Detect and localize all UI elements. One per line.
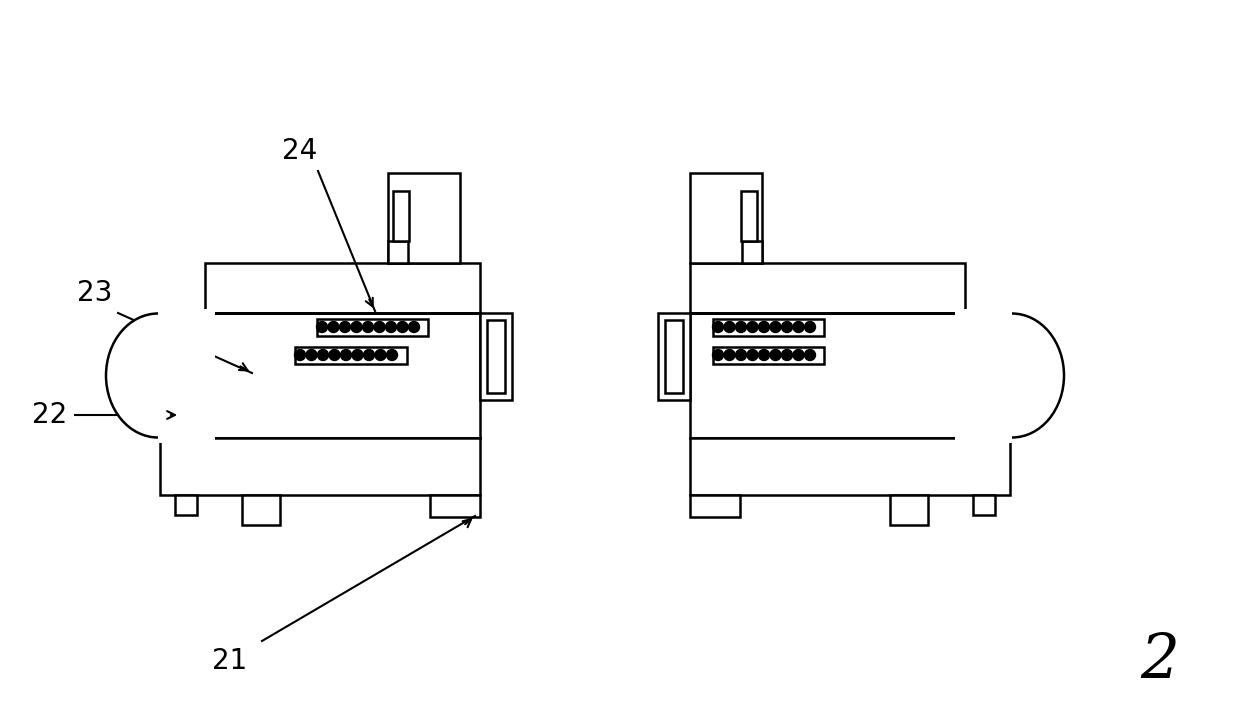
Circle shape: [351, 322, 362, 333]
Bar: [205, 263, 480, 313]
Circle shape: [724, 349, 735, 361]
Circle shape: [770, 349, 781, 361]
Circle shape: [306, 349, 317, 361]
Bar: [742, 241, 763, 263]
Circle shape: [316, 322, 327, 333]
Circle shape: [397, 322, 408, 333]
Circle shape: [735, 349, 746, 361]
Ellipse shape: [960, 314, 1064, 437]
Bar: [689, 263, 965, 313]
Bar: [713, 346, 825, 364]
Circle shape: [363, 349, 374, 361]
Circle shape: [770, 322, 781, 333]
Bar: [160, 313, 480, 438]
Circle shape: [329, 349, 340, 361]
Bar: [890, 495, 928, 525]
Circle shape: [805, 349, 816, 361]
Circle shape: [781, 349, 792, 361]
Circle shape: [362, 322, 373, 333]
Bar: [175, 495, 197, 515]
Circle shape: [387, 349, 398, 361]
Ellipse shape: [105, 314, 210, 437]
Bar: [487, 320, 505, 393]
Text: 2: 2: [1141, 631, 1179, 691]
Text: 22: 22: [32, 401, 68, 429]
Bar: [295, 346, 407, 364]
Bar: [430, 495, 480, 517]
Bar: [689, 313, 1011, 438]
Bar: [689, 438, 1011, 495]
Bar: [713, 319, 825, 335]
Circle shape: [713, 322, 723, 333]
Circle shape: [759, 349, 770, 361]
Bar: [160, 438, 480, 495]
Circle shape: [386, 322, 397, 333]
Text: 23: 23: [77, 279, 113, 307]
Text: 24: 24: [283, 137, 317, 165]
Circle shape: [352, 349, 363, 361]
Circle shape: [746, 322, 758, 333]
Bar: [393, 191, 409, 241]
Circle shape: [317, 349, 329, 361]
Text: 21: 21: [212, 647, 248, 675]
Bar: [242, 495, 280, 525]
Circle shape: [341, 349, 351, 361]
Bar: [742, 191, 756, 241]
Bar: [689, 173, 763, 263]
Circle shape: [408, 322, 419, 333]
Bar: [388, 173, 460, 263]
Circle shape: [295, 349, 305, 361]
Circle shape: [759, 322, 770, 333]
Bar: [157, 309, 215, 442]
Bar: [317, 319, 429, 335]
Circle shape: [805, 322, 816, 333]
Circle shape: [746, 349, 758, 361]
Circle shape: [374, 322, 384, 333]
Bar: [480, 313, 512, 400]
Circle shape: [340, 322, 351, 333]
Bar: [658, 313, 689, 400]
Bar: [388, 241, 408, 263]
Circle shape: [735, 322, 746, 333]
Circle shape: [724, 322, 735, 333]
Bar: [973, 495, 994, 515]
Circle shape: [374, 349, 386, 361]
Circle shape: [713, 349, 723, 361]
Bar: [955, 309, 1012, 442]
Bar: [689, 495, 740, 517]
Circle shape: [794, 322, 804, 333]
Circle shape: [329, 322, 339, 333]
Bar: [665, 320, 683, 393]
Circle shape: [794, 349, 804, 361]
Circle shape: [781, 322, 792, 333]
